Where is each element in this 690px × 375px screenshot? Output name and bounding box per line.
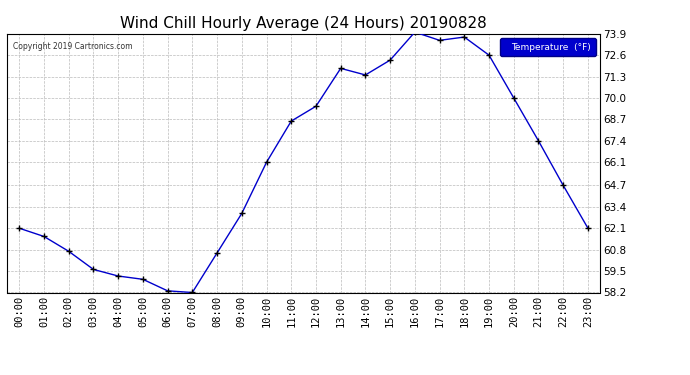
Legend: Temperature  (°F): Temperature (°F) xyxy=(500,38,595,56)
Text: Copyright 2019 Cartronics.com: Copyright 2019 Cartronics.com xyxy=(13,42,132,51)
Title: Wind Chill Hourly Average (24 Hours) 20190828: Wind Chill Hourly Average (24 Hours) 201… xyxy=(120,16,487,31)
